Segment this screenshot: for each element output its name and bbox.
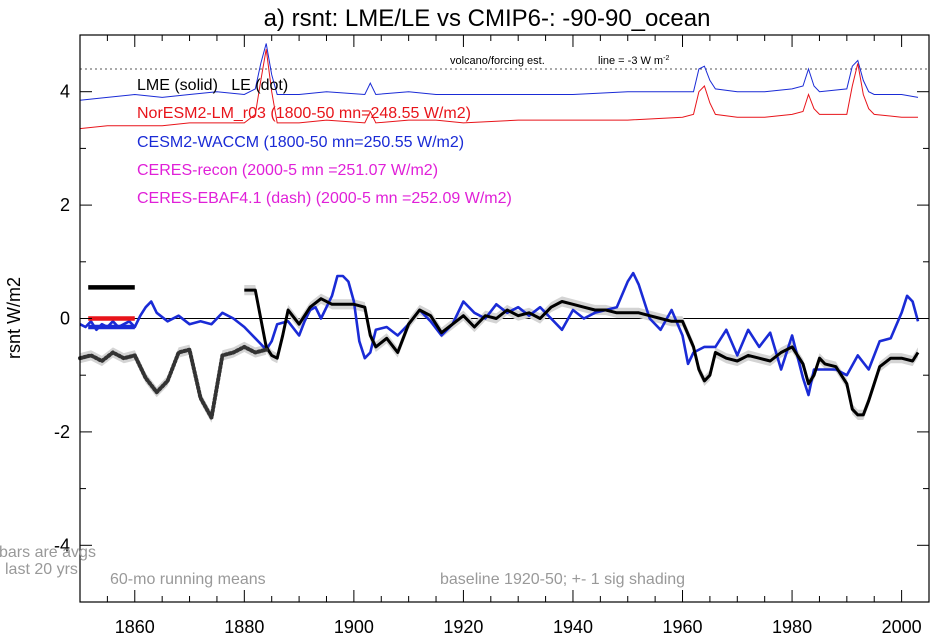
line-note-text: line = -3 W m	[598, 55, 663, 67]
x-tick-label: 1980	[772, 617, 812, 637]
legend-header: LME (solid) LE (dot)	[137, 77, 288, 94]
chart-title: a) rsnt: LME/LE vs CMIP6-: -90-90_ocean	[264, 5, 711, 32]
x-tick-label: 1960	[662, 617, 702, 637]
series-line-1	[79, 271, 920, 397]
legend-entry-noresm: NorESM2-LM_r03 (1800-50 mn=248.55 W/m2)	[137, 105, 471, 122]
plot-area	[78, 43, 929, 423]
y-tick-label: -2	[54, 422, 70, 442]
y-tick-label: 2	[60, 195, 70, 215]
x-tick-label: 2000	[882, 617, 922, 637]
bars-note-1: bars are avgs	[0, 544, 96, 561]
x-tick-label: 1920	[443, 617, 483, 637]
baseline-note: baseline 1920-50; +- 1 sig shading	[440, 571, 685, 588]
y-axis-label: rsnt W/m2	[4, 277, 24, 359]
series-line-0	[244, 288, 920, 417]
line-note: line = -3 W m-2	[598, 55, 669, 67]
running-means-note: 60-mo running means	[110, 571, 266, 588]
x-tick-label: 1900	[334, 617, 374, 637]
series-line-2	[78, 344, 269, 420]
bars-note-2: last 20 yrs	[5, 561, 78, 578]
shading-band-2	[80, 341, 267, 423]
x-tick-label: 1940	[553, 617, 593, 637]
line-note-sup: -2	[663, 55, 669, 62]
forcing-line-1	[79, 49, 918, 130]
x-tick-label: 1880	[224, 617, 264, 637]
legend-entry-ceres-ebaf: CERES-EBAF4.1 (dash) (2000-5 mn =252.09 …	[137, 190, 512, 207]
forcing-line-0	[79, 43, 919, 101]
volcano-label: volcano/forcing est.	[450, 55, 545, 67]
legend-entry-cesm: CESM2-WACCM (1800-50 mn=250.55 W/m2)	[137, 134, 464, 151]
y-tick-label: -4	[54, 535, 70, 555]
axis-ticks: 1860 1880 1900 1920 1940 1960 1980 2000 -4 -2 0 2 4	[54, 34, 930, 637]
legend: LME (solid) LE (dot) NorESM2-LM_r03 (180…	[137, 77, 512, 207]
y-tick-label: 4	[60, 82, 70, 102]
y-tick-label: 0	[60, 309, 70, 329]
x-tick-label: 1860	[115, 617, 155, 637]
legend-entry-ceres-recon: CERES-recon (2000-5 mn =251.07 W/m2)	[137, 162, 438, 179]
